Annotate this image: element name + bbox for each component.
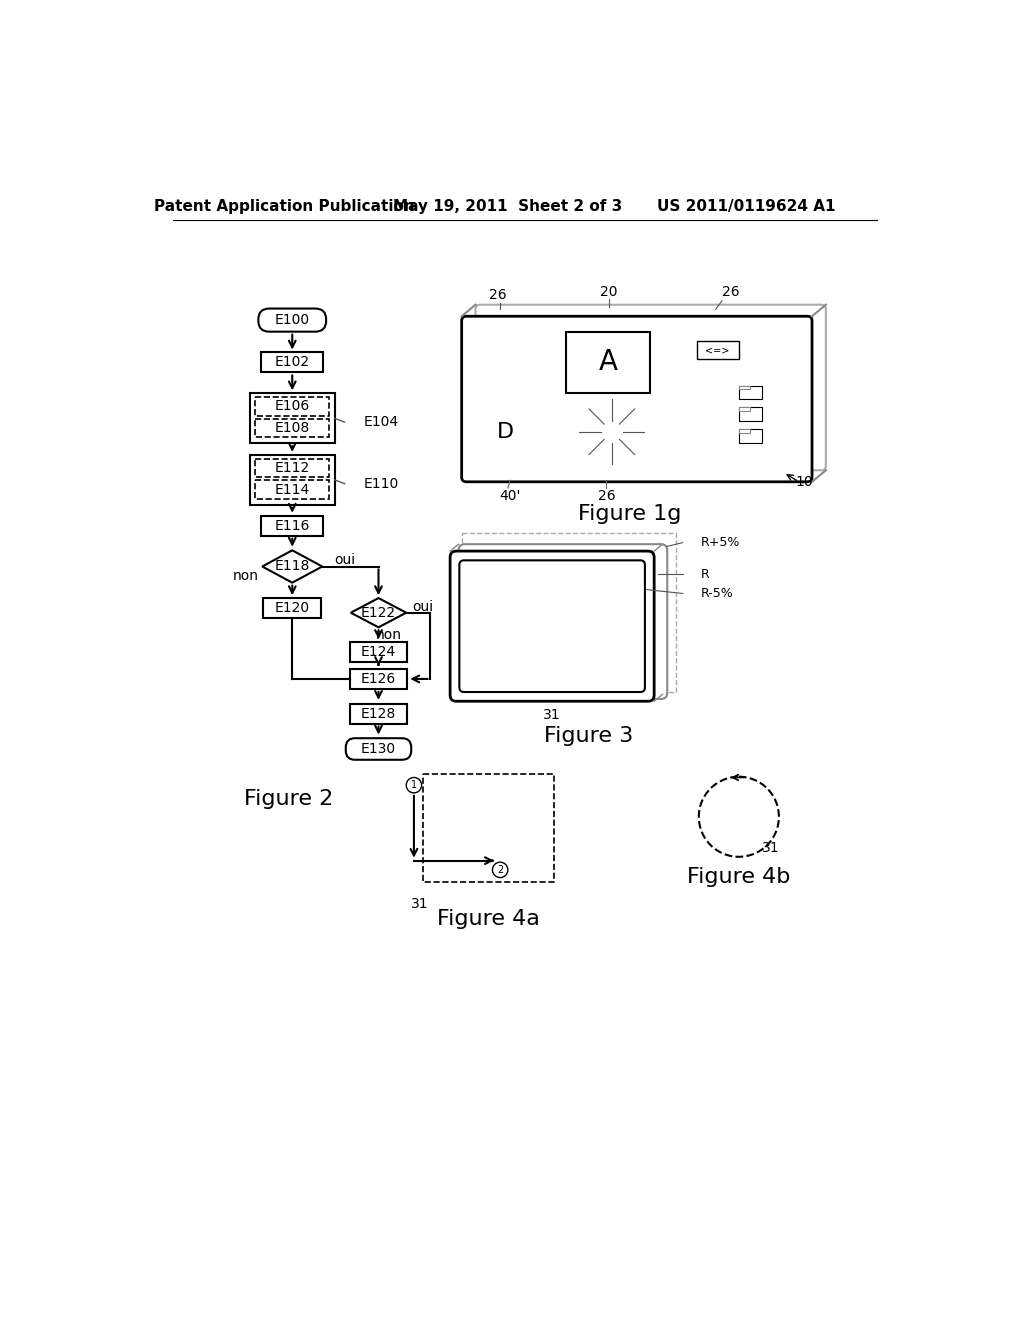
Text: E110: E110 xyxy=(364,477,399,491)
FancyBboxPatch shape xyxy=(250,393,335,444)
FancyBboxPatch shape xyxy=(459,544,668,700)
Text: 31: 31 xyxy=(763,841,780,854)
Text: E104: E104 xyxy=(364,414,399,429)
Text: E122: E122 xyxy=(360,606,396,619)
Text: Figure 3: Figure 3 xyxy=(544,726,633,746)
Text: E100: E100 xyxy=(274,313,310,327)
FancyBboxPatch shape xyxy=(460,560,645,692)
FancyBboxPatch shape xyxy=(263,598,322,618)
FancyBboxPatch shape xyxy=(475,305,826,470)
Text: 20: 20 xyxy=(600,285,617,298)
Text: E128: E128 xyxy=(360,706,396,721)
FancyBboxPatch shape xyxy=(349,704,408,723)
FancyBboxPatch shape xyxy=(349,669,408,689)
FancyBboxPatch shape xyxy=(261,352,323,372)
Text: 31: 31 xyxy=(544,708,561,722)
FancyBboxPatch shape xyxy=(349,642,408,663)
FancyBboxPatch shape xyxy=(346,738,412,760)
FancyBboxPatch shape xyxy=(565,331,650,393)
Text: Figure 4a: Figure 4a xyxy=(437,909,540,929)
Circle shape xyxy=(601,421,623,442)
Text: 2: 2 xyxy=(497,865,503,875)
Text: non: non xyxy=(232,569,258,582)
Text: R-5%: R-5% xyxy=(700,587,733,601)
Polygon shape xyxy=(689,333,714,376)
Text: oui: oui xyxy=(334,553,355,568)
FancyBboxPatch shape xyxy=(739,429,762,442)
FancyBboxPatch shape xyxy=(261,516,323,536)
FancyBboxPatch shape xyxy=(451,552,654,701)
Text: <=>: <=> xyxy=(706,345,729,355)
Text: E126: E126 xyxy=(360,672,396,686)
FancyBboxPatch shape xyxy=(739,407,750,411)
Text: Figure 2: Figure 2 xyxy=(244,789,333,809)
Text: 1: 1 xyxy=(411,780,417,791)
Text: E102: E102 xyxy=(274,355,310,370)
Text: E114: E114 xyxy=(274,483,310,496)
FancyBboxPatch shape xyxy=(739,407,762,421)
FancyBboxPatch shape xyxy=(423,775,554,882)
FancyBboxPatch shape xyxy=(463,533,676,692)
Text: E130: E130 xyxy=(360,742,396,756)
Text: E112: E112 xyxy=(274,461,310,475)
FancyBboxPatch shape xyxy=(739,385,750,389)
Text: 26: 26 xyxy=(722,285,740,298)
Text: D: D xyxy=(497,422,514,442)
Text: E120: E120 xyxy=(274,601,310,615)
FancyBboxPatch shape xyxy=(739,385,762,400)
Text: non: non xyxy=(376,628,401,642)
FancyBboxPatch shape xyxy=(250,455,335,506)
Text: E106: E106 xyxy=(274,400,310,413)
Text: E116: E116 xyxy=(274,519,310,533)
Text: R: R xyxy=(700,568,709,581)
Text: E108: E108 xyxy=(274,421,310,434)
FancyBboxPatch shape xyxy=(739,429,750,433)
FancyBboxPatch shape xyxy=(258,309,326,331)
Text: E124: E124 xyxy=(360,645,396,659)
Text: Patent Application Publication: Patent Application Publication xyxy=(155,198,415,214)
FancyBboxPatch shape xyxy=(255,459,330,478)
Text: 31: 31 xyxy=(412,896,429,911)
FancyBboxPatch shape xyxy=(255,397,330,416)
Polygon shape xyxy=(611,400,644,432)
Text: oui: oui xyxy=(413,599,433,614)
Text: 40': 40' xyxy=(500,488,521,503)
FancyBboxPatch shape xyxy=(255,418,330,437)
Text: Figure 4b: Figure 4b xyxy=(687,867,791,887)
Text: A: A xyxy=(598,348,617,376)
Text: 26: 26 xyxy=(489,289,507,302)
Text: 26: 26 xyxy=(598,488,615,503)
Text: May 19, 2011  Sheet 2 of 3: May 19, 2011 Sheet 2 of 3 xyxy=(393,198,623,214)
FancyBboxPatch shape xyxy=(255,480,330,499)
Text: Figure 1g: Figure 1g xyxy=(578,504,681,524)
FancyBboxPatch shape xyxy=(462,317,812,482)
Text: R+5%: R+5% xyxy=(700,536,739,549)
FancyBboxPatch shape xyxy=(696,341,739,359)
Text: E118: E118 xyxy=(274,560,310,573)
Text: 10: 10 xyxy=(796,475,813,488)
Text: US 2011/0119624 A1: US 2011/0119624 A1 xyxy=(657,198,836,214)
